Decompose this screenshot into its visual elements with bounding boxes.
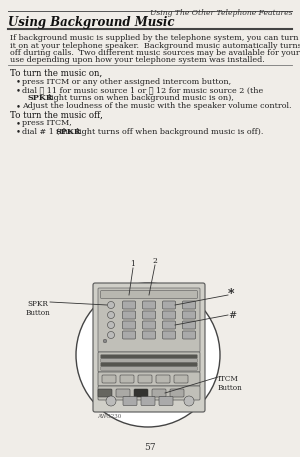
Text: light turns off when background music is off).: light turns off when background music is… xyxy=(74,128,263,135)
Text: •: • xyxy=(16,128,21,137)
FancyBboxPatch shape xyxy=(174,375,188,383)
Text: *: * xyxy=(228,288,235,302)
Text: light turns on when background music is on),: light turns on when background music is … xyxy=(46,94,234,101)
FancyBboxPatch shape xyxy=(123,397,137,405)
FancyBboxPatch shape xyxy=(182,311,196,319)
Text: 2: 2 xyxy=(153,257,158,265)
FancyBboxPatch shape xyxy=(163,311,176,319)
FancyBboxPatch shape xyxy=(142,321,155,329)
Text: If background music is supplied by the telephone system, you can turn: If background music is supplied by the t… xyxy=(10,34,298,42)
FancyBboxPatch shape xyxy=(120,375,134,383)
Text: AWG230: AWG230 xyxy=(97,414,121,419)
FancyBboxPatch shape xyxy=(101,363,197,366)
Text: dial # 1 (the: dial # 1 (the xyxy=(22,128,75,135)
Circle shape xyxy=(106,396,116,406)
FancyBboxPatch shape xyxy=(159,397,173,405)
Circle shape xyxy=(76,283,220,427)
Text: SPKR
Button: SPKR Button xyxy=(26,300,50,317)
FancyBboxPatch shape xyxy=(98,288,200,352)
Text: ITCM
Button: ITCM Button xyxy=(218,375,243,392)
Text: 1: 1 xyxy=(130,260,135,268)
FancyBboxPatch shape xyxy=(163,301,176,309)
FancyBboxPatch shape xyxy=(141,397,155,405)
Text: press ITCM,: press ITCM, xyxy=(22,119,72,127)
FancyBboxPatch shape xyxy=(134,389,148,397)
FancyBboxPatch shape xyxy=(122,301,136,309)
Circle shape xyxy=(103,339,107,343)
FancyBboxPatch shape xyxy=(101,355,197,358)
FancyBboxPatch shape xyxy=(122,331,136,339)
Text: #: # xyxy=(228,310,236,319)
FancyBboxPatch shape xyxy=(182,321,196,329)
FancyBboxPatch shape xyxy=(122,321,136,329)
FancyBboxPatch shape xyxy=(163,321,176,329)
FancyBboxPatch shape xyxy=(156,375,170,383)
Text: •: • xyxy=(16,102,21,111)
FancyBboxPatch shape xyxy=(98,352,200,372)
FancyBboxPatch shape xyxy=(98,372,200,386)
FancyBboxPatch shape xyxy=(182,331,196,339)
Circle shape xyxy=(107,322,115,329)
FancyBboxPatch shape xyxy=(182,301,196,309)
Text: •: • xyxy=(16,78,21,86)
FancyBboxPatch shape xyxy=(142,301,155,309)
FancyBboxPatch shape xyxy=(102,375,116,383)
FancyBboxPatch shape xyxy=(152,389,166,397)
FancyBboxPatch shape xyxy=(170,389,184,397)
Text: press ITCM or any other assigned intercom button,: press ITCM or any other assigned interco… xyxy=(22,78,231,85)
Circle shape xyxy=(107,302,115,308)
Text: Adjust the loudness of the music with the speaker volume control.: Adjust the loudness of the music with th… xyxy=(22,102,292,110)
Text: SPKR: SPKR xyxy=(28,94,53,101)
Text: •: • xyxy=(16,86,21,95)
Text: SPKR: SPKR xyxy=(56,128,82,135)
Text: Using Background Music: Using Background Music xyxy=(8,16,175,29)
FancyBboxPatch shape xyxy=(138,375,152,383)
FancyBboxPatch shape xyxy=(142,331,155,339)
Text: dial ★ 11 for music source 1 or ★ 12 for music source 2 (the: dial ★ 11 for music source 1 or ★ 12 for… xyxy=(22,86,263,94)
Text: To turn the music on,: To turn the music on, xyxy=(10,69,102,78)
Text: off during calls.  Two different music sources may be available for your: off during calls. Two different music so… xyxy=(10,49,300,57)
FancyBboxPatch shape xyxy=(163,331,176,339)
Circle shape xyxy=(107,312,115,319)
FancyBboxPatch shape xyxy=(101,291,197,298)
FancyBboxPatch shape xyxy=(142,311,155,319)
Text: 57: 57 xyxy=(144,443,156,452)
FancyBboxPatch shape xyxy=(98,386,200,400)
Text: Using The Other Telephone Features: Using The Other Telephone Features xyxy=(149,9,292,17)
Text: use depending upon how your telephone system was installed.: use depending upon how your telephone sy… xyxy=(10,57,265,64)
FancyBboxPatch shape xyxy=(122,311,136,319)
Circle shape xyxy=(107,331,115,339)
FancyBboxPatch shape xyxy=(101,367,197,370)
Text: To turn the music off,: To turn the music off, xyxy=(10,111,103,119)
Text: it on at your telephone speaker.  Background music automatically turns: it on at your telephone speaker. Backgro… xyxy=(10,42,300,49)
FancyBboxPatch shape xyxy=(93,283,205,412)
Text: •: • xyxy=(16,119,21,128)
FancyBboxPatch shape xyxy=(101,359,197,362)
Circle shape xyxy=(184,396,194,406)
FancyBboxPatch shape xyxy=(116,389,130,397)
FancyBboxPatch shape xyxy=(98,389,112,397)
